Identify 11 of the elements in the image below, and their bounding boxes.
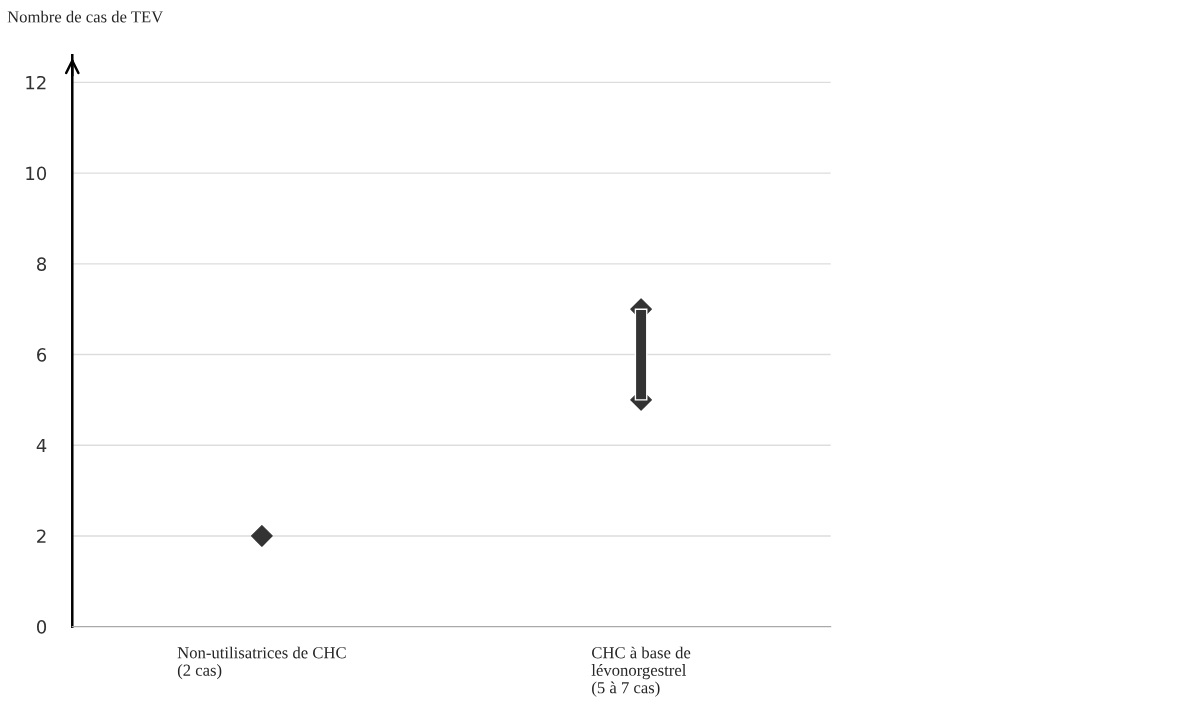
x-tick-label: Non-utilisatrices de CHC (2 cas) bbox=[177, 646, 346, 680]
y-axis-title: Nombre de cas de TEV bbox=[7, 10, 164, 23]
y-tick-label: 2 bbox=[37, 529, 46, 543]
x-tick-label: CHC à base de lévonorgestrel (5 à 7 cas) bbox=[591, 646, 691, 697]
point bbox=[250, 525, 273, 547]
y-tick-label: 8 bbox=[37, 257, 47, 271]
y-tick-label: 12 bbox=[26, 75, 46, 90]
y-tick-label: 10 bbox=[26, 166, 47, 181]
y-tick-label: 0 bbox=[36, 620, 47, 634]
y-tick-label: 4 bbox=[36, 438, 47, 453]
y-tick-label: 6 bbox=[37, 348, 47, 362]
